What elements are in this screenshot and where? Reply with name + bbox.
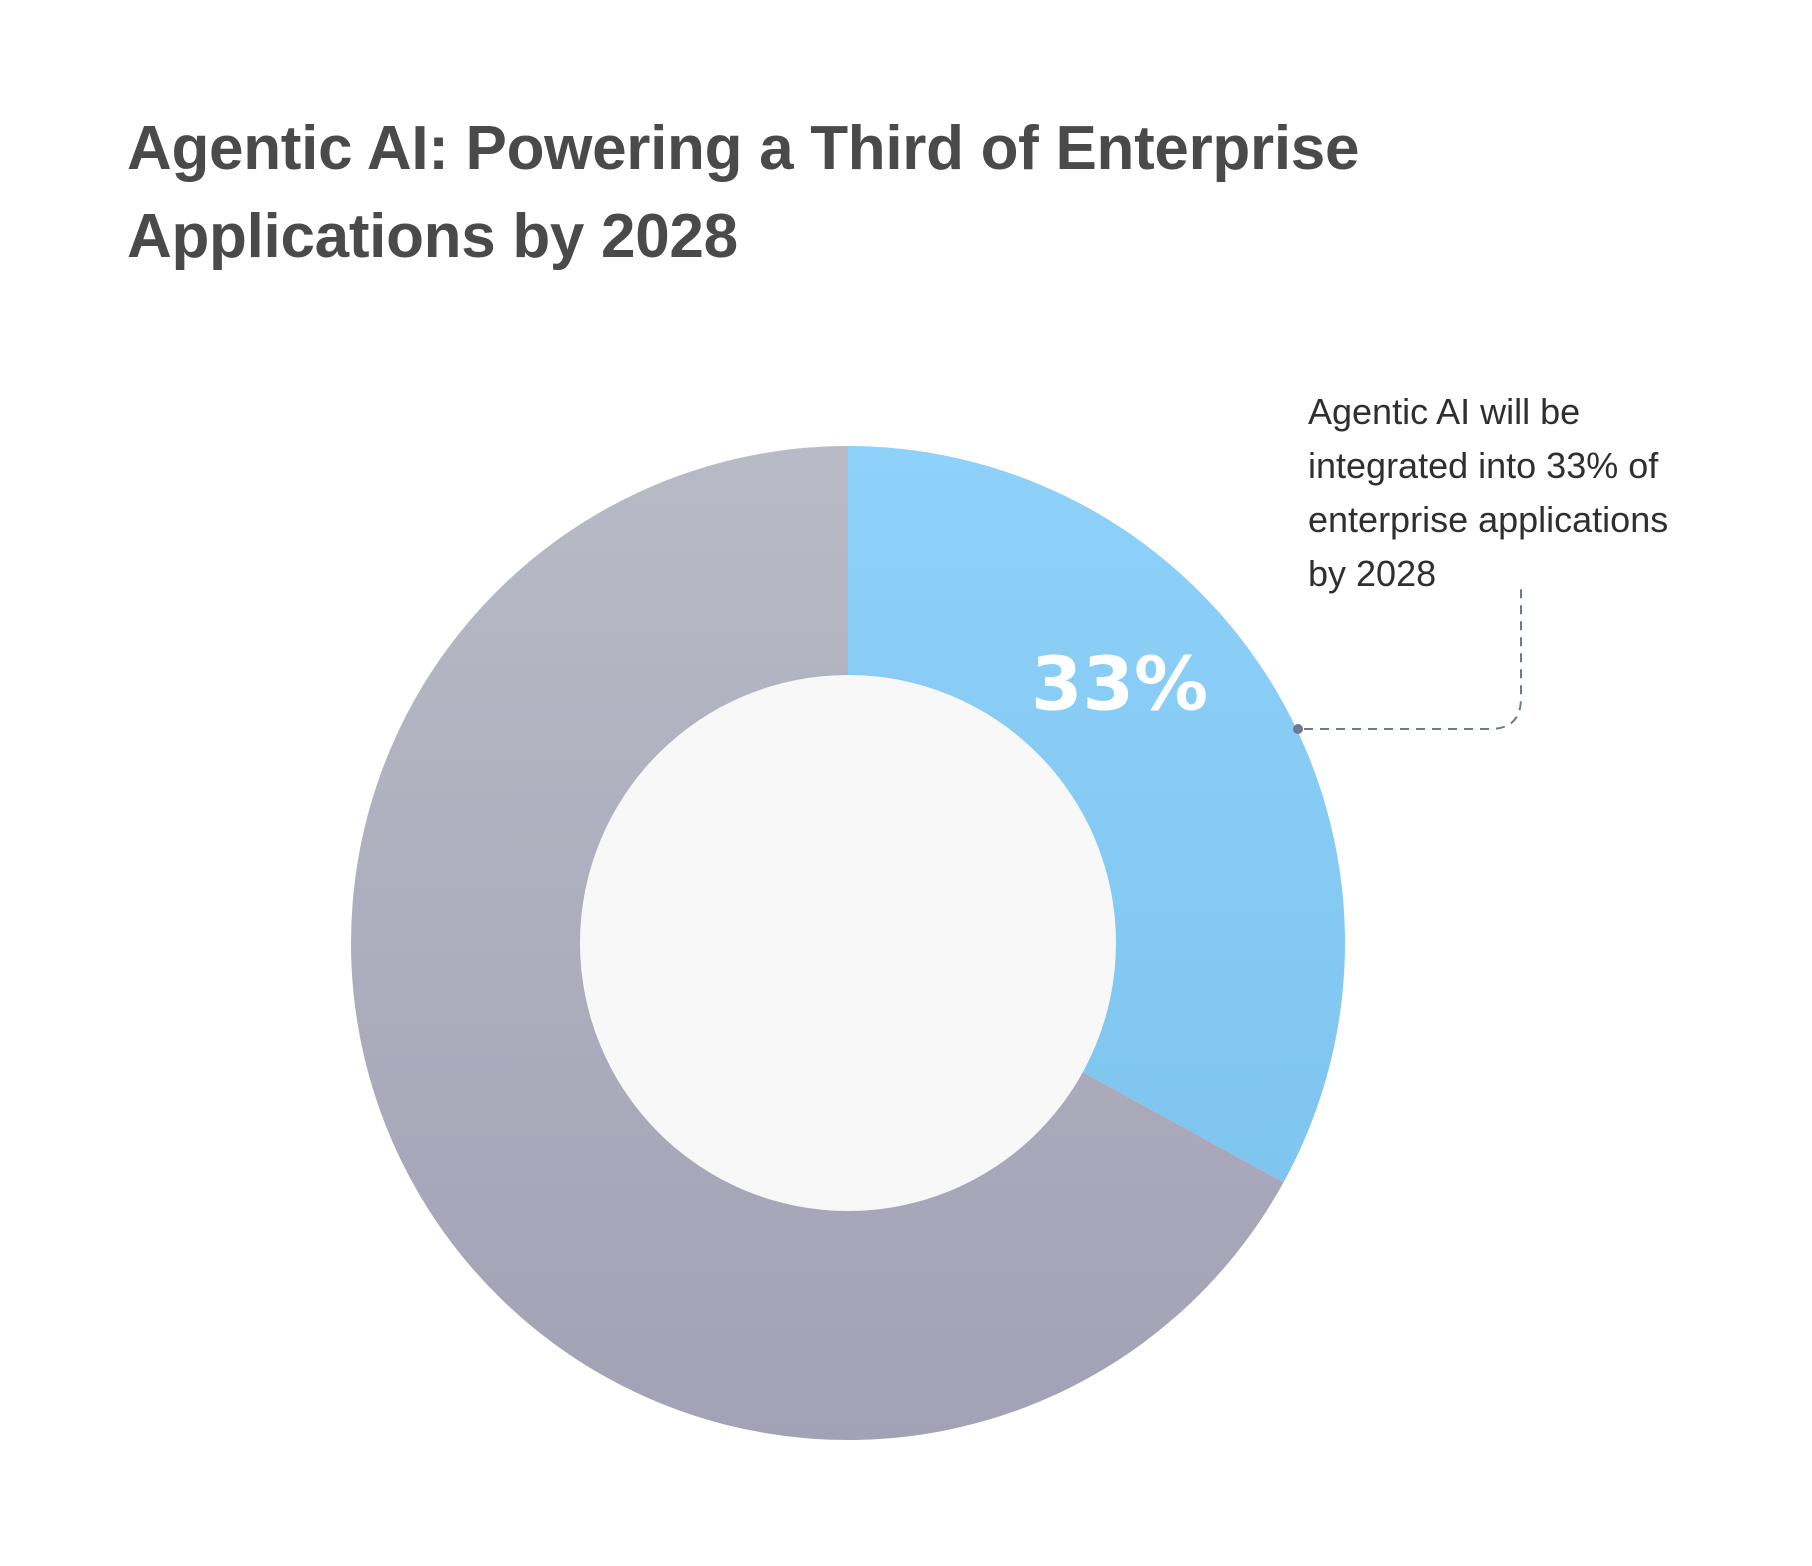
annotation-line-2: integrated into 33% of <box>1308 445 1659 486</box>
annotation-line-1: Agentic AI will be <box>1308 391 1581 432</box>
chart-title-line-2: Applications by 2028 <box>127 202 738 271</box>
annotation-text: Agentic AI will be integrated into 33% o… <box>1308 385 1778 601</box>
chart-title-line-1: Agentic AI: Powering a Third of Enterpri… <box>127 114 1360 183</box>
annotation-connector <box>1304 588 1522 730</box>
annotation-line-3: enterprise applications <box>1308 499 1669 540</box>
slice-label-1: 33% <box>1031 641 1208 727</box>
annotation-dot <box>1293 724 1303 734</box>
chart-title: Agentic AI: Powering a Third of Enterpri… <box>127 105 1527 281</box>
annotation-line-4: by 2028 <box>1308 553 1437 594</box>
donut-center <box>580 675 1116 1211</box>
